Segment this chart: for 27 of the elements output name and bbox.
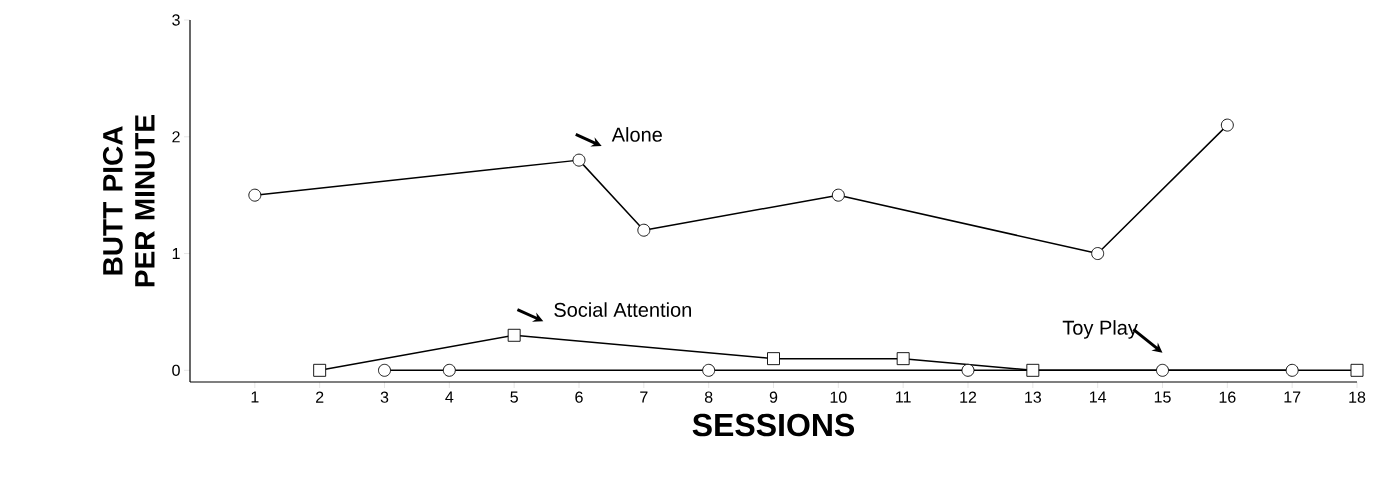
x-tick-label: 14 [1089, 391, 1107, 403]
y-tick-label: 0 [172, 364, 180, 376]
x-tick-label: 10 [830, 391, 847, 403]
annotation: Alone [611, 127, 662, 142]
x-tick-label: 4 [445, 391, 454, 403]
x-axis-title: SESSIONS [692, 413, 855, 437]
x-tick-label: 9 [769, 391, 778, 403]
y-tick-label: 2 [172, 131, 180, 143]
x-tick-label: 6 [575, 391, 583, 403]
x-tick-label: 18 [1349, 391, 1366, 403]
x-tick-label: 12 [960, 391, 977, 403]
x-tick-label: 7 [640, 391, 648, 403]
annotation: Social Attention [554, 302, 691, 317]
x-tick-label: 1 [251, 391, 259, 403]
y-tick-label: 3 [172, 14, 180, 26]
x-tick-label: 5 [510, 391, 518, 403]
x-tick-label: 17 [1284, 391, 1301, 403]
annotation: Toy Play [1062, 320, 1138, 339]
x-tick-label: 15 [1154, 391, 1171, 403]
x-tick-label: 2 [316, 391, 324, 403]
y-tick-label: 1 [172, 248, 180, 260]
x-tick-label: 16 [1219, 391, 1236, 403]
x-tick-label: 3 [380, 391, 389, 403]
y-axis-title: BUTT PICA PER MINUTE [102, 114, 155, 287]
x-tick-label: 11 [896, 391, 911, 403]
x-tick-label: 13 [1025, 391, 1042, 403]
x-tick-label: 8 [704, 391, 713, 403]
